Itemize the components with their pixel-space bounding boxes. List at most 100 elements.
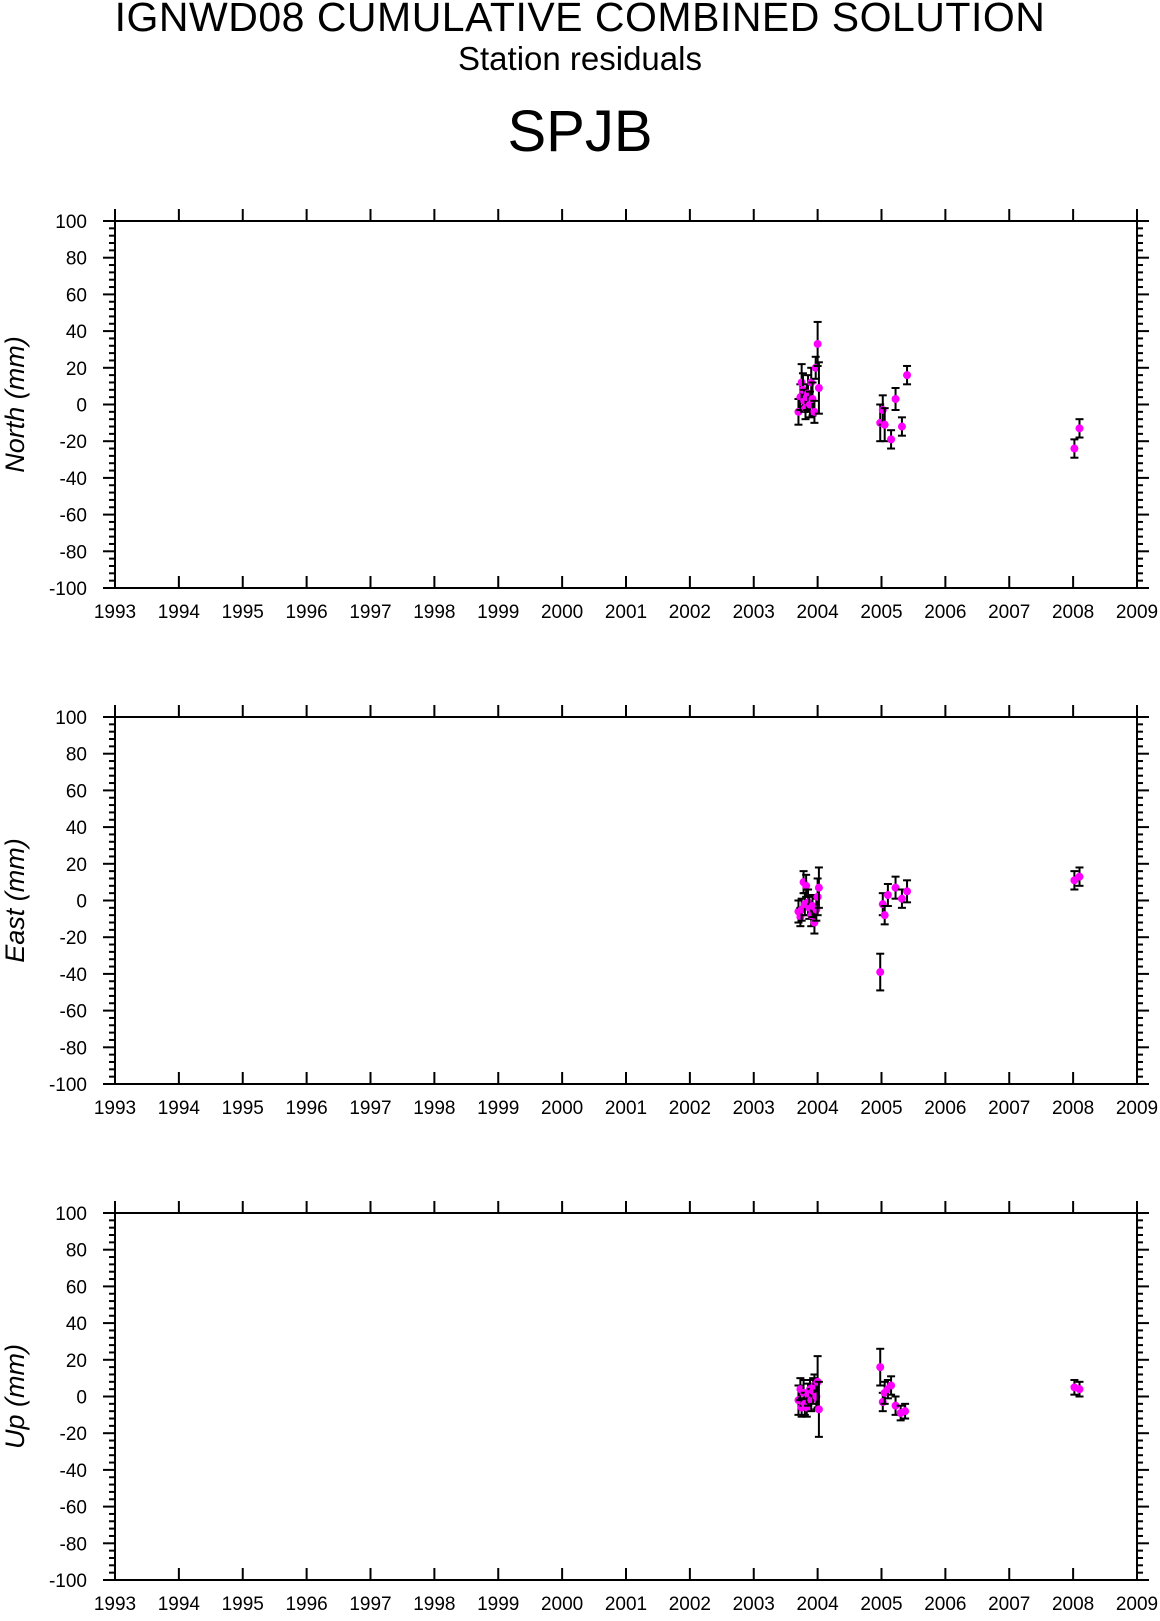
x-tick-label: 2002 xyxy=(669,1594,711,1615)
y-tick-label: -100 xyxy=(49,1075,87,1096)
y-tick-label: -20 xyxy=(60,432,87,453)
y-tick-label: -80 xyxy=(60,1038,87,1059)
y-tick-label: -20 xyxy=(60,1424,87,1445)
x-tick-label: 1999 xyxy=(477,1594,519,1615)
x-tick-label: 2008 xyxy=(1052,602,1094,623)
x-tick-label: 2002 xyxy=(669,602,711,623)
y-tick-label: 0 xyxy=(76,1388,87,1409)
data-point xyxy=(903,887,912,896)
x-tick-label: 2007 xyxy=(988,1098,1030,1119)
y-axis-label: East (mm) xyxy=(0,838,30,963)
x-tick-label: 1995 xyxy=(222,602,264,623)
data-point xyxy=(880,420,889,429)
y-tick-label: 100 xyxy=(55,212,87,233)
panel-1: 100 80 60 40 20 0 -20 -40 -60 -80 -100 1993 1994 1995… xyxy=(0,209,1158,623)
plot-frame xyxy=(114,1212,1138,1581)
x-tick-label: 2009 xyxy=(1116,602,1158,623)
x-tick-label: 2008 xyxy=(1052,1594,1094,1615)
y-tick-label: -80 xyxy=(60,1534,87,1555)
x-tick-label: 1995 xyxy=(222,1594,264,1615)
y-tick-label: 0 xyxy=(76,892,87,913)
x-tick-label: 2004 xyxy=(796,1594,839,1615)
x-tick-label: 1997 xyxy=(349,602,391,623)
plot-frame xyxy=(114,220,1138,589)
x-tick-label: 2004 xyxy=(796,602,839,623)
y-tick-label: 60 xyxy=(66,285,87,306)
y-tick-label: 100 xyxy=(55,708,87,729)
data-point xyxy=(903,371,912,380)
y-tick-label: -20 xyxy=(60,928,87,949)
x-tick-label: 2005 xyxy=(860,1098,902,1119)
x-tick-label: 2000 xyxy=(541,1594,583,1615)
y-tick-label: 20 xyxy=(66,1351,87,1372)
y-tick-label: 40 xyxy=(66,818,87,839)
y-tick-label: -40 xyxy=(60,965,87,986)
data-point xyxy=(813,339,822,348)
y-tick-label: 80 xyxy=(66,249,87,270)
x-tick-label: 2005 xyxy=(860,1594,902,1615)
y-tick-label: 20 xyxy=(66,855,87,876)
x-tick-label: 2001 xyxy=(605,602,647,623)
panel-3: 100 80 60 40 20 0 -20 -40 -60 -80 -100 1993 1994 1995… xyxy=(0,1201,1158,1615)
y-tick-label: 40 xyxy=(66,322,87,343)
x-tick-label: 2009 xyxy=(1116,1594,1158,1615)
y-tick-label: 40 xyxy=(66,1314,87,1335)
y-tick-label: 20 xyxy=(66,359,87,380)
data-point xyxy=(876,1363,885,1372)
x-tick-label: 1999 xyxy=(477,602,519,623)
data-point xyxy=(897,894,906,903)
data-point xyxy=(887,1381,896,1390)
x-tick-label: 1998 xyxy=(413,1098,455,1119)
y-tick-label: -100 xyxy=(49,579,87,600)
x-tick-label: 1999 xyxy=(477,1098,519,1119)
data-point xyxy=(802,881,811,890)
chart-title: IGNWD08 CUMULATIVE COMBINED SOLUTION xyxy=(114,0,1046,40)
x-tick-label: 2007 xyxy=(988,602,1030,623)
y-axis-label: Up (mm) xyxy=(0,1344,30,1449)
station-name: SPJB xyxy=(507,99,653,164)
data-point xyxy=(891,1401,900,1410)
data-point xyxy=(887,435,896,444)
x-tick-label: 1998 xyxy=(413,602,455,623)
chart-subtitle: Station residuals xyxy=(458,40,702,77)
y-tick-label: -80 xyxy=(60,542,87,563)
x-tick-label: 1993 xyxy=(94,602,136,623)
panel-2: 100 80 60 40 20 0 -20 -40 -60 -80 -100 1993 1994 1995… xyxy=(0,705,1158,1119)
plot-frame xyxy=(114,716,1138,1085)
y-tick-label: 60 xyxy=(66,1277,87,1298)
x-tick-label: 2001 xyxy=(605,1594,647,1615)
x-tick-label: 1996 xyxy=(285,602,327,623)
x-tick-label: 2007 xyxy=(988,1594,1030,1615)
x-tick-label: 2009 xyxy=(1116,1098,1158,1119)
x-tick-label: 1996 xyxy=(285,1098,327,1119)
x-tick-label: 2005 xyxy=(860,602,902,623)
y-tick-label: -60 xyxy=(60,506,87,527)
data-point xyxy=(891,394,900,403)
data-point xyxy=(1075,424,1084,433)
y-tick-label: 80 xyxy=(66,745,87,766)
data-point xyxy=(814,383,823,392)
y-tick-label: 0 xyxy=(76,396,87,417)
x-tick-label: 1994 xyxy=(158,1098,201,1119)
y-tick-label: -40 xyxy=(60,469,87,490)
x-tick-label: 2006 xyxy=(924,1594,966,1615)
x-tick-label: 1997 xyxy=(349,1594,391,1615)
y-tick-label: -40 xyxy=(60,1461,87,1482)
x-tick-label: 1994 xyxy=(158,602,201,623)
y-tick-label: -60 xyxy=(60,1002,87,1023)
x-tick-label: 1993 xyxy=(94,1594,136,1615)
y-tick-label: 100 xyxy=(55,1204,87,1225)
x-tick-label: 2006 xyxy=(924,1098,966,1119)
x-tick-label: 2003 xyxy=(733,1098,775,1119)
y-tick-label: 60 xyxy=(66,781,87,802)
x-tick-label: 2001 xyxy=(605,1098,647,1119)
data-point xyxy=(813,892,822,901)
data-point xyxy=(814,883,823,892)
x-tick-label: 2003 xyxy=(733,602,775,623)
x-tick-label: 1993 xyxy=(94,1098,136,1119)
x-tick-label: 2008 xyxy=(1052,1098,1094,1119)
data-point xyxy=(891,883,900,892)
x-tick-label: 1996 xyxy=(285,1594,327,1615)
x-tick-label: 2003 xyxy=(733,1594,775,1615)
